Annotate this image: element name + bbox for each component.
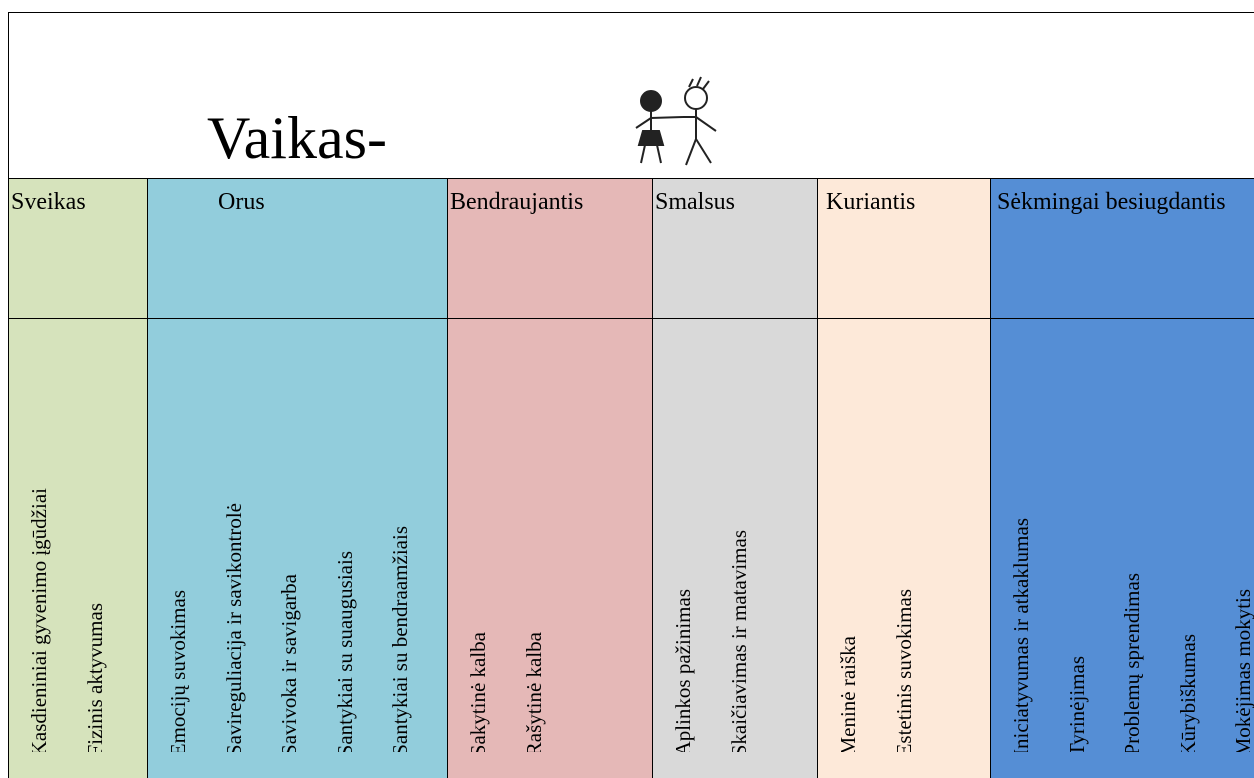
item: Tyrinėjimas [1064, 655, 1089, 752]
item: Rašytinė kalba [521, 631, 546, 752]
item: Kasdieniniai gyvenimo įgūdžiai [27, 487, 51, 752]
column-header: Bendraujantis [448, 179, 652, 319]
item: Iniciatyvumas ir atkaklumas [1009, 518, 1033, 752]
column-body: Emocijų suvokimas Savireguliacija ir savi… [148, 319, 447, 752]
title: Vaikas- [207, 105, 387, 171]
title-row: Vaikas- [8, 12, 1254, 178]
item: Savireguliacija ir savikontrolė [221, 502, 246, 752]
item: Santykiai su suaugusiais [332, 550, 357, 752]
kids-icon [635, 76, 717, 166]
column: Bendraujantis Sakytinė kalba Rašytinė kalb… [447, 178, 652, 778]
item: Santykiai su bendraamžiais [388, 526, 412, 752]
column-header: Kuriantis [818, 179, 990, 319]
item: Kūrybiškumas [1175, 633, 1200, 753]
item: Savivoka ir savigarba [277, 574, 301, 752]
column-body: Kasdieniniai gyvenimo įgūdžiai Fizinis ak… [9, 319, 147, 752]
column: Sėkmingai besiugdantis Iniciatyvumas ir a… [990, 178, 1254, 778]
column-header: Sveikas [9, 179, 147, 319]
column-body: Sakytinė kalba Rašytinė kalba [448, 319, 652, 752]
item: Estetinis suvokimas [891, 588, 916, 752]
item: Skaičiavimas ir matavimas [726, 529, 751, 752]
item: Emocijų suvokimas [166, 589, 190, 752]
column-header: Orus [148, 179, 447, 319]
page: Vaikas- Sveikas Kasdieniniai gyvenimo įgū… [8, 12, 1254, 778]
column: Smalsus Aplinkos pažinimas Skaičiavimas ir… [652, 178, 817, 778]
column-body: Meninė raiška Estetinis suvokimas [818, 319, 990, 752]
item: Problemų sprendimas [1120, 573, 1144, 752]
column-header: Smalsus [653, 179, 817, 319]
column: Orus Emocijų suvokimas Savireguliacija ir … [147, 178, 447, 778]
item: Mokėjimas mokytis [1231, 588, 1254, 752]
column: Kuriantis Meninė raiška Estetinis suvokima… [817, 178, 990, 778]
item: Fizinis aktyvumas [82, 602, 107, 752]
column-header: Sėkmingai besiugdantis [991, 179, 1254, 319]
column-body: Iniciatyvumas ir atkaklumas Tyrinėjimas Pr… [991, 319, 1254, 752]
item: Meninė raiška [836, 636, 860, 752]
column: Sveikas Kasdieniniai gyvenimo įgūdžiai Fiz… [8, 178, 147, 778]
column-body: Aplinkos pažinimas Skaičiavimas ir matavi… [653, 319, 817, 752]
item: Aplinkos pažinimas [671, 588, 695, 752]
item: Sakytinė kalba [466, 631, 490, 752]
